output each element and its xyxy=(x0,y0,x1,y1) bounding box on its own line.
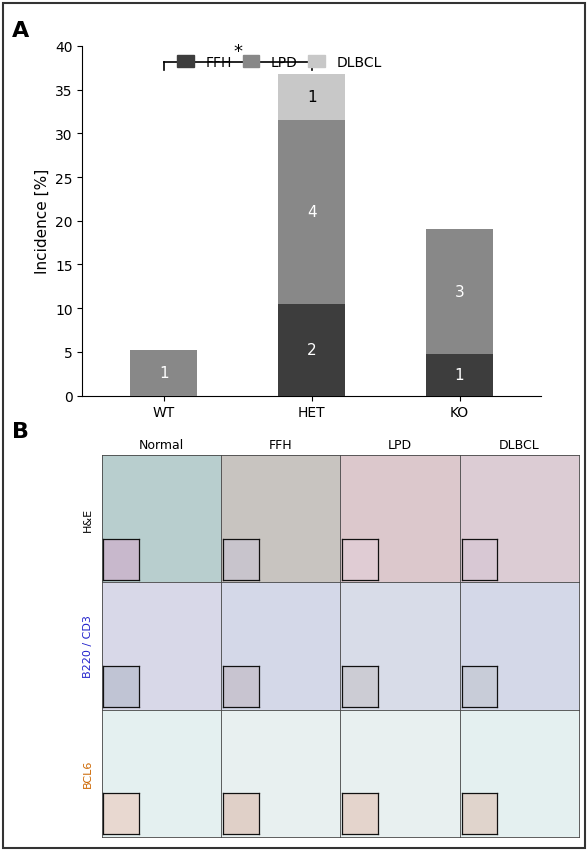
Text: *: * xyxy=(233,43,242,60)
Bar xyxy=(131,350,197,396)
Text: H&E: H&E xyxy=(82,507,93,532)
Text: A: A xyxy=(12,21,29,41)
Bar xyxy=(278,74,345,120)
Text: 1: 1 xyxy=(455,368,465,383)
Text: Normal: Normal xyxy=(139,439,184,452)
Text: 2: 2 xyxy=(307,343,316,358)
Text: (n = 19): (n = 19) xyxy=(286,479,338,492)
Text: BCL6: BCL6 xyxy=(82,759,93,787)
Legend: FFH, LPD, DLBCL: FFH, LPD, DLBCL xyxy=(172,50,387,75)
Text: B220 / CD3: B220 / CD3 xyxy=(82,615,93,677)
Text: 3: 3 xyxy=(455,285,465,300)
Text: (n = 19): (n = 19) xyxy=(138,479,190,492)
Text: 4: 4 xyxy=(307,204,316,220)
Text: LPD: LPD xyxy=(388,439,412,452)
Bar xyxy=(278,120,345,304)
Text: DLBCL: DLBCL xyxy=(499,439,540,452)
Bar xyxy=(426,230,493,354)
Text: 1: 1 xyxy=(159,366,169,381)
Text: (n = 21): (n = 21) xyxy=(433,479,486,492)
Text: FFH: FFH xyxy=(269,439,293,452)
Y-axis label: Incidence [%]: Incidence [%] xyxy=(35,169,49,274)
Text: 1: 1 xyxy=(307,90,316,105)
Bar xyxy=(426,354,493,396)
Bar xyxy=(278,304,345,396)
Text: B: B xyxy=(12,422,29,441)
